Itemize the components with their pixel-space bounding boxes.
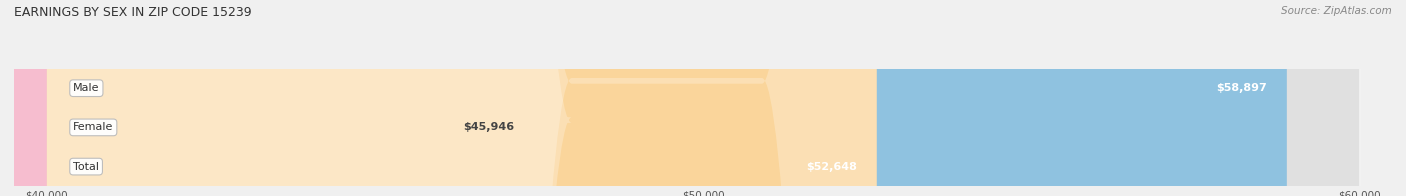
FancyBboxPatch shape	[46, 0, 1360, 196]
FancyBboxPatch shape	[0, 0, 572, 196]
FancyBboxPatch shape	[46, 0, 877, 196]
Text: Male: Male	[73, 83, 100, 93]
Text: EARNINGS BY SEX IN ZIP CODE 15239: EARNINGS BY SEX IN ZIP CODE 15239	[14, 6, 252, 19]
FancyBboxPatch shape	[46, 0, 1286, 196]
FancyBboxPatch shape	[46, 0, 1286, 196]
Text: $45,946: $45,946	[463, 122, 515, 132]
Text: Total: Total	[73, 162, 98, 172]
FancyBboxPatch shape	[46, 0, 877, 196]
Text: $58,897: $58,897	[1216, 83, 1267, 93]
FancyBboxPatch shape	[0, 0, 703, 196]
Text: Source: ZipAtlas.com: Source: ZipAtlas.com	[1281, 6, 1392, 16]
Text: $52,648: $52,648	[806, 162, 858, 172]
FancyBboxPatch shape	[46, 0, 1360, 196]
Text: Female: Female	[73, 122, 114, 132]
FancyBboxPatch shape	[46, 0, 1360, 196]
